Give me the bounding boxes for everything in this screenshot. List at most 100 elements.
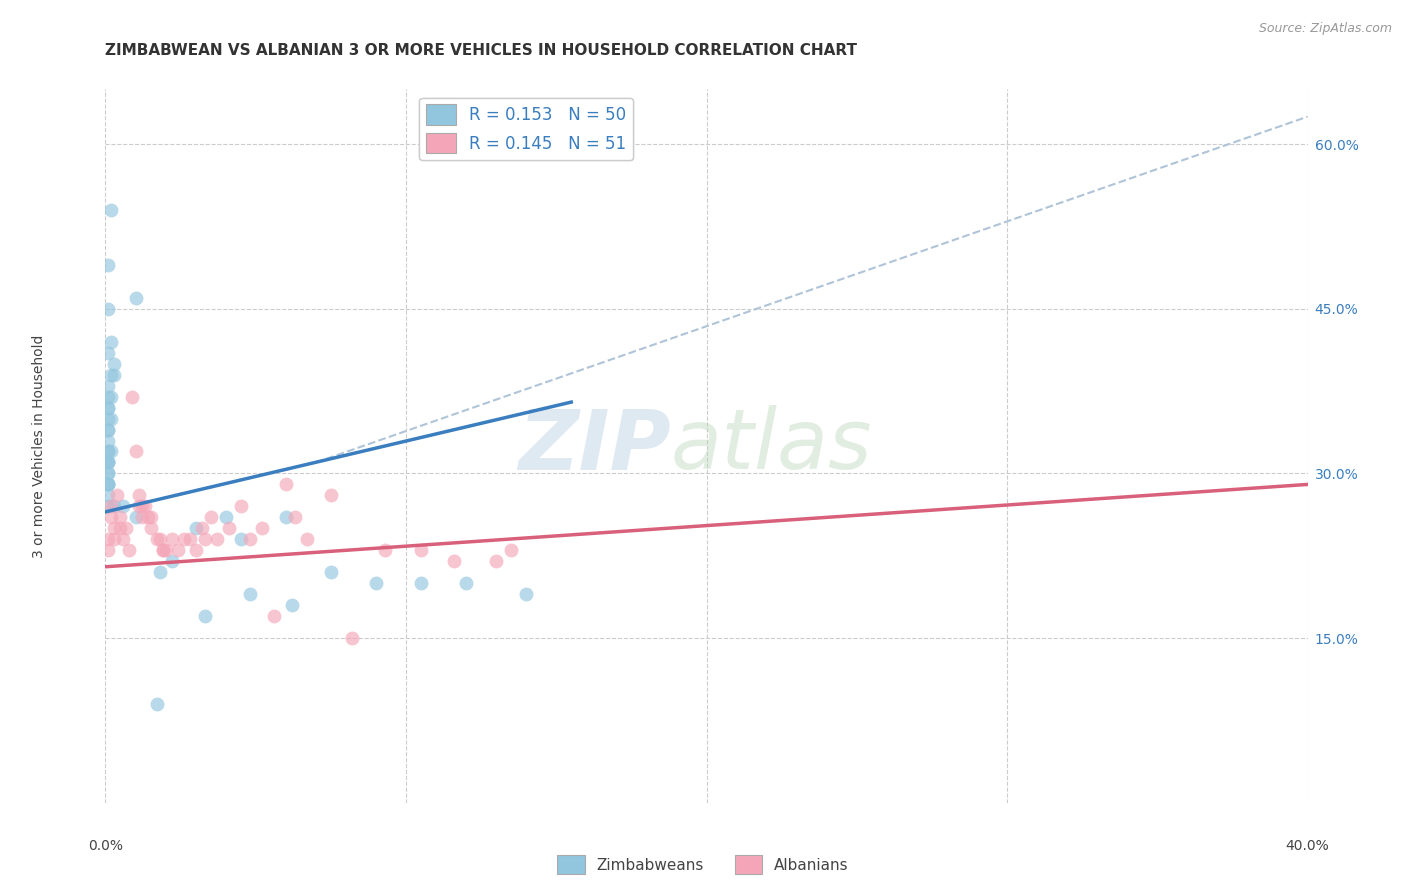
Point	[281, 598, 304, 612]
Point	[319, 566, 342, 580]
Point	[274, 510, 297, 524]
Text: 3 or more Vehicles in Household: 3 or more Vehicles in Household	[32, 334, 46, 558]
Point	[121, 390, 143, 404]
Point	[124, 444, 146, 458]
Point	[97, 401, 120, 415]
Legend: Zimbabweans, Albanians: Zimbabweans, Albanians	[551, 849, 855, 880]
Point	[152, 543, 174, 558]
Point	[97, 543, 120, 558]
Point	[194, 609, 217, 624]
Point	[110, 521, 132, 535]
Point	[97, 378, 120, 392]
Point	[218, 521, 240, 535]
Point	[107, 488, 129, 502]
Point	[97, 390, 120, 404]
Point	[374, 543, 396, 558]
Point	[145, 533, 167, 547]
Point	[115, 521, 138, 535]
Point	[166, 543, 188, 558]
Point	[134, 500, 156, 514]
Point	[160, 533, 183, 547]
Point	[263, 609, 285, 624]
Point	[364, 576, 387, 591]
Point	[155, 543, 177, 558]
Point	[97, 301, 120, 316]
Point	[229, 533, 252, 547]
Point	[97, 444, 120, 458]
Point	[239, 533, 262, 547]
Point	[97, 455, 120, 469]
Point	[97, 411, 120, 425]
Point	[97, 258, 120, 272]
Text: Source: ZipAtlas.com: Source: ZipAtlas.com	[1258, 22, 1392, 36]
Point	[97, 455, 120, 469]
Point	[100, 500, 122, 514]
Point	[97, 488, 120, 502]
Point	[515, 587, 537, 601]
Point	[118, 543, 141, 558]
Point	[184, 521, 207, 535]
Point	[97, 444, 120, 458]
Point	[112, 500, 135, 514]
Point	[100, 334, 122, 349]
Point	[190, 521, 212, 535]
Point	[239, 587, 262, 601]
Point	[214, 510, 236, 524]
Point	[97, 467, 120, 481]
Point	[103, 500, 125, 514]
Point	[139, 510, 162, 524]
Point	[131, 510, 153, 524]
Point	[139, 521, 162, 535]
Point	[97, 477, 120, 491]
Point	[501, 543, 523, 558]
Point	[160, 554, 183, 568]
Point	[128, 488, 150, 502]
Point	[136, 510, 159, 524]
Point	[173, 533, 195, 547]
Point	[97, 500, 120, 514]
Point	[110, 510, 132, 524]
Point	[284, 510, 307, 524]
Point	[485, 554, 508, 568]
Point	[128, 500, 150, 514]
Point	[124, 291, 146, 305]
Point	[100, 510, 122, 524]
Point	[103, 368, 125, 382]
Text: atlas: atlas	[671, 406, 872, 486]
Point	[97, 477, 120, 491]
Point	[103, 533, 125, 547]
Point	[97, 533, 120, 547]
Legend: R = 0.153   N = 50, R = 0.145   N = 51: R = 0.153 N = 50, R = 0.145 N = 51	[419, 97, 633, 160]
Point	[97, 423, 120, 437]
Point	[194, 533, 217, 547]
Point	[152, 543, 174, 558]
Point	[409, 543, 432, 558]
Point	[295, 533, 318, 547]
Text: ZIP: ZIP	[517, 406, 671, 486]
Text: 0.0%: 0.0%	[89, 839, 122, 853]
Point	[179, 533, 201, 547]
Point	[131, 500, 153, 514]
Point	[97, 345, 120, 359]
Point	[97, 477, 120, 491]
Point	[340, 631, 363, 645]
Point	[100, 202, 122, 217]
Point	[103, 521, 125, 535]
Point	[100, 444, 122, 458]
Point	[103, 357, 125, 371]
Text: 40.0%: 40.0%	[1285, 839, 1330, 853]
Point	[409, 576, 432, 591]
Point	[443, 554, 465, 568]
Point	[148, 566, 170, 580]
Point	[97, 434, 120, 448]
Point	[97, 401, 120, 415]
Point	[145, 697, 167, 711]
Point	[97, 467, 120, 481]
Point	[148, 533, 170, 547]
Point	[205, 533, 228, 547]
Point	[100, 411, 122, 425]
Text: ZIMBABWEAN VS ALBANIAN 3 OR MORE VEHICLES IN HOUSEHOLD CORRELATION CHART: ZIMBABWEAN VS ALBANIAN 3 OR MORE VEHICLE…	[105, 43, 858, 58]
Point	[112, 533, 135, 547]
Point	[319, 488, 342, 502]
Point	[184, 543, 207, 558]
